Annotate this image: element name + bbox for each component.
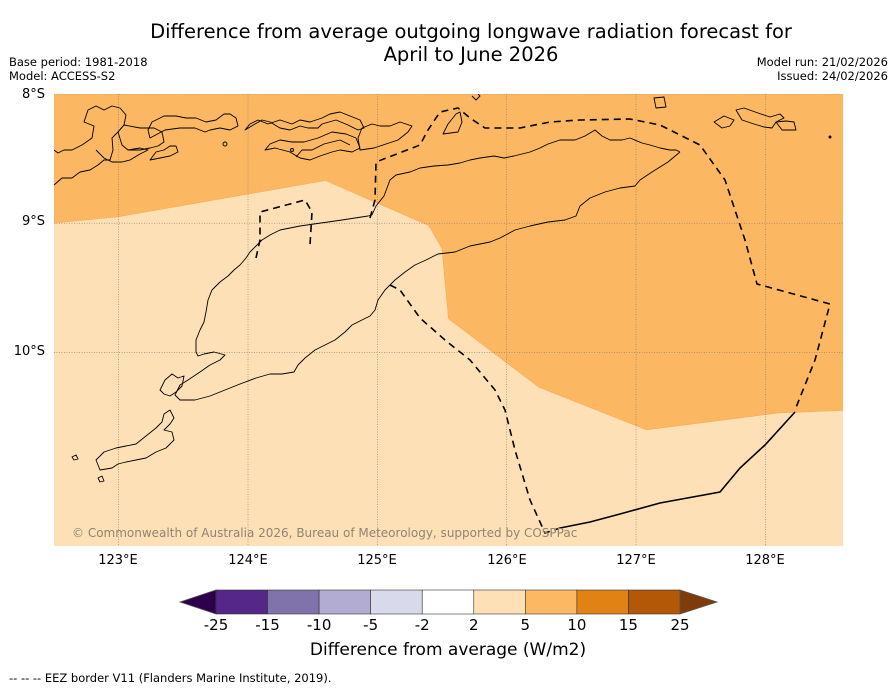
gridlines — [54, 94, 843, 546]
coastline-timor-south — [174, 151, 681, 401]
copyright-notice: © Commonwealth of Australia 2026, Bureau… — [72, 526, 578, 540]
lon-label-126e: 126°E — [487, 553, 527, 568]
lon-label-127e: 127°E — [616, 553, 656, 568]
coastline-islet — [222, 141, 228, 147]
coastline-timor-north — [371, 129, 681, 216]
colorbar-bin — [215, 589, 268, 615]
lon-label-123e: 123°E — [98, 553, 138, 568]
meta-right: Model run: 21/02/2026 Issued: 24/02/2026 — [757, 55, 888, 83]
colorbar-extend-high — [679, 589, 719, 615]
coastline-island — [117, 124, 165, 151]
chart-title: Difference from average outgoing longwav… — [0, 20, 896, 66]
colorbar-bin — [318, 589, 371, 615]
coastline-islet — [71, 454, 79, 461]
eez-border-segment — [559, 411, 796, 529]
eez-border-segment — [369, 107, 831, 411]
lat-label-8s: 8°S — [21, 87, 45, 102]
lon-label-128e: 128°E — [745, 553, 785, 568]
base-period: Base period: 1981-2018 — [9, 55, 148, 69]
coastline-alor-chain — [147, 113, 239, 139]
colorbar — [178, 589, 719, 615]
coastline-islet — [290, 148, 294, 152]
coastline-islet — [97, 475, 105, 483]
issued-date: Issued: 24/02/2026 — [777, 69, 888, 83]
coastline-island — [244, 111, 365, 131]
coastline-islet — [828, 135, 832, 139]
eez-footnote: -- -- -- EEZ border V11 (Flanders Marine… — [9, 671, 332, 685]
lat-label-9s: 9°S — [21, 214, 45, 229]
coastline-island — [149, 145, 179, 161]
coastline-rote — [95, 409, 175, 471]
coastline-island — [653, 96, 667, 109]
model-name: Model: ACCESS-S2 — [9, 69, 116, 83]
coastline-flores — [54, 105, 127, 186]
colorbar-bin — [525, 589, 578, 615]
colorbar-tick-label: 25 — [670, 616, 690, 634]
map-area — [54, 94, 843, 546]
coastline-rote-semau — [159, 373, 185, 397]
colorbar-tick-label: 5 — [520, 616, 531, 634]
colorbar-tick-label: -25 — [203, 616, 229, 634]
model-run-date: Model run: 21/02/2026 — [756, 55, 888, 69]
chart-title-line-2: April to June 2026 — [383, 43, 559, 66]
colorbar-tick-label: -2 — [414, 616, 430, 634]
colorbar-bin — [370, 589, 423, 615]
colorbar-label: Difference from average (W/m2) — [0, 640, 896, 660]
lat-label-10s: 10°S — [13, 344, 45, 359]
colorbar-bin — [473, 589, 526, 615]
colorbar-bin — [421, 589, 475, 615]
coastline-island — [471, 94, 481, 101]
colorbar-bin — [576, 589, 629, 615]
colorbar-tick-label: -15 — [255, 616, 280, 634]
colorbar-tick-label: -10 — [306, 616, 332, 634]
eez-borders — [255, 107, 831, 534]
colorbar-tick-label: 10 — [567, 616, 587, 634]
coastlines — [54, 94, 832, 483]
colorbar-label-text: Difference from average (W/m2) — [309, 640, 587, 660]
colorbar-tick-label: 2 — [468, 616, 479, 634]
colorbar-tick-label: 15 — [618, 616, 638, 634]
eez-border-segment — [389, 284, 561, 534]
lon-label-124e: 124°E — [228, 553, 268, 568]
colorbar-bin — [628, 589, 681, 615]
chart-title-line-1: Difference from average outgoing longwav… — [150, 20, 792, 43]
colorbar-tick-label: -5 — [363, 616, 379, 634]
colorbar-extend-low — [178, 589, 217, 615]
coastline-island — [713, 115, 735, 129]
coastline-island — [775, 120, 797, 131]
coastline-island — [442, 111, 463, 135]
coastline-wetar — [295, 139, 351, 158]
coastline-island — [357, 121, 413, 151]
meta-left: Base period: 1981-2018 Model: ACCESS-S2 — [9, 55, 148, 83]
eez-border-segment — [255, 199, 313, 259]
colorbar-bin — [267, 589, 320, 615]
lon-label-125e: 125°E — [357, 553, 397, 568]
coastline-island — [735, 107, 785, 129]
coastline-island — [95, 147, 149, 163]
